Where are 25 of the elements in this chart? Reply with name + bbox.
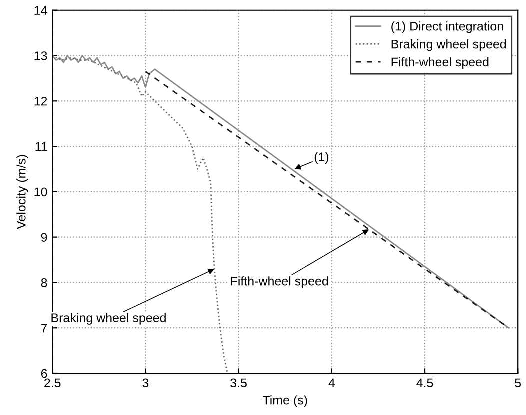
legend-label: Braking wheel speed (392, 40, 506, 52)
y-tick-label: 8 (41, 278, 48, 288)
x-tick-label: 3.5 (230, 378, 247, 388)
line-series (52, 55, 228, 374)
annotation: Fifth-wheel speed (231, 276, 328, 288)
x-tick-label: 4 (328, 378, 336, 388)
y-tick-label: 11 (36, 142, 48, 152)
y-tick-label: 12 (34, 96, 48, 106)
y-tick-label: 13 (34, 52, 48, 60)
x-tick-label: 5 (515, 378, 522, 388)
annotation: Braking wheel speed (52, 313, 166, 325)
y-tick-label: 7 (41, 324, 48, 333)
annotation: (1) (314, 152, 329, 164)
y-tick-label: 6 (41, 369, 48, 378)
y-axis-title: Velocity (m/s) (16, 155, 28, 230)
x-tick-label: 3 (142, 378, 149, 388)
y-tick-label: 14 (34, 6, 48, 15)
y-tick-label: 9 (41, 233, 48, 242)
line-series (52, 55, 510, 329)
legend-label: Fifth-wheel speed (392, 57, 489, 70)
x-tick-label: 2.5 (44, 378, 61, 388)
x-tick-label: 4.5 (416, 378, 434, 388)
x-axis-title: Time (s) (262, 396, 308, 408)
y-tick-label: 10 (34, 188, 48, 197)
legend-label: (1) Direct integration (392, 22, 504, 34)
